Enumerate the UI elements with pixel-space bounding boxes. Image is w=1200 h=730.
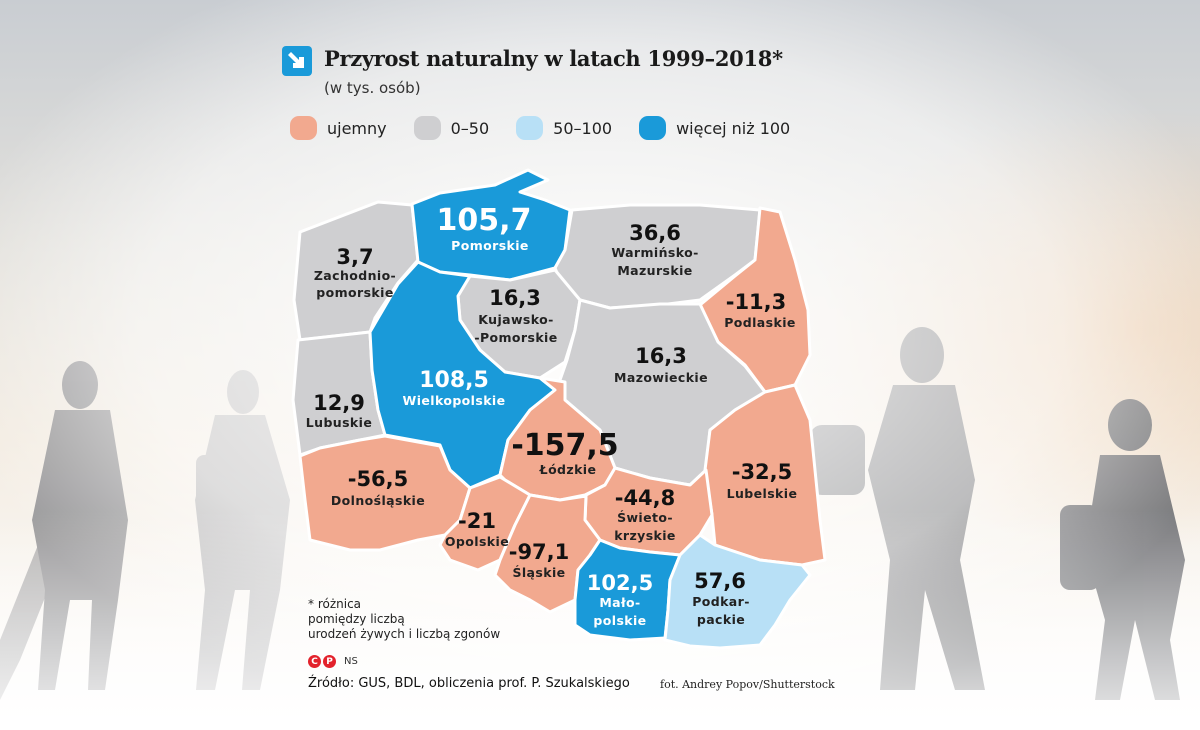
podlaskie-value: -11,3	[726, 290, 787, 314]
podkarpackie-name-1: Podkar-	[692, 594, 750, 609]
region-labels: 105,7 Pomorskie 3,7 Zachodnio- pomorskie…	[306, 203, 798, 628]
opolskie-name: Opolskie	[445, 534, 509, 549]
legend-label: więcej niż 100	[676, 118, 791, 138]
malopolskie-name-2: polskie	[593, 613, 646, 628]
region-lubelskie[interactable]	[703, 383, 827, 567]
zachodniopomorskie-name-1: Zachodnio-	[314, 268, 396, 283]
footnote: * różnica pomiędzy liczbą urodzeń żywych…	[308, 597, 500, 642]
slaskie-name: Śląskie	[512, 565, 565, 580]
region-opolskie[interactable]	[438, 475, 532, 572]
malopolskie-value: 102,5	[587, 571, 653, 595]
source-note: Źródło: GUS, BDL, obliczenia prof. P. Sz…	[308, 676, 630, 691]
podlaskie-name: Podlaskie	[724, 315, 796, 330]
legend-label: ujemny	[327, 118, 387, 138]
legend-swatch	[516, 116, 544, 140]
map-title: Przyrost naturalny w latach 1999–2018*	[324, 46, 783, 71]
title-row: Przyrost naturalny w latach 1999–2018*	[282, 46, 783, 76]
footnote-line: * różnica	[308, 597, 362, 611]
copyright-icon: C	[308, 655, 321, 668]
lubelskie-value: -32,5	[732, 460, 793, 484]
legend-label: 0–50	[450, 118, 490, 138]
region-zachodniopomorskie[interactable]	[292, 200, 420, 342]
legend-item-50-100: 50–100	[516, 116, 639, 140]
region-malopolskie[interactable]	[573, 538, 682, 642]
swietokrzyskie-name-1: Świeto-	[617, 510, 673, 525]
swietokrzyskie-value: -44,8	[615, 486, 676, 510]
legend-swatch	[413, 116, 441, 140]
slaskie-value: -97,1	[509, 540, 570, 564]
map-subtitle: (w tys. osób)	[324, 79, 421, 97]
lubuskie-name: Lubuskie	[306, 415, 372, 430]
legend-item-negative: ujemny	[290, 116, 414, 140]
rights-text: NS	[344, 656, 358, 667]
region-podkarpackie[interactable]	[663, 533, 812, 650]
wielkopolskie-name: Wielkopolskie	[403, 393, 506, 408]
kujawsko-pomorskie-value: 16,3	[489, 286, 541, 310]
pomorskie-name: Pomorskie	[451, 238, 529, 253]
opolskie-value: -21	[458, 509, 496, 533]
warminsko-mazurskie-name-2: Mazurskie	[617, 263, 692, 278]
podkarpackie-value: 57,6	[694, 569, 746, 593]
photo-credit: fot. Andrey Popov/Shutterstock	[660, 678, 835, 691]
wielkopolskie-value: 108,5	[419, 368, 489, 393]
mazowieckie-name: Mazowieckie	[614, 370, 708, 385]
legend-swatch	[290, 116, 317, 140]
podkarpackie-name-2: packie	[697, 612, 745, 627]
warminsko-mazurskie-name-1: Warmińsko-	[611, 245, 698, 260]
legend: ujemny 0–50 50–100 więcej niż 100	[290, 116, 817, 140]
lodzkie-name: Łódzkie	[539, 462, 597, 477]
legend-label: 50–100	[553, 118, 613, 138]
lodzkie-value: -157,5	[511, 428, 618, 463]
kujawsko-pomorskie-name-2: -Pomorskie	[474, 330, 557, 345]
dolnoslaskie-name: Dolnośląskie	[331, 493, 425, 508]
legend-swatch	[639, 116, 667, 140]
warminsko-mazurskie-value: 36,6	[629, 221, 681, 245]
legend-item-over-100: więcej niż 100	[639, 116, 817, 140]
dolnoslaskie-value: -56,5	[348, 467, 409, 491]
malopolskie-name-1: Mało-	[599, 595, 640, 610]
swietokrzyskie-name-2: krzyskie	[614, 528, 676, 543]
footnote-line: urodzeń żywych i liczbą zgonów	[308, 627, 501, 641]
lubuskie-value: 12,9	[313, 391, 365, 415]
rights-row: C P NS	[308, 655, 358, 668]
lubelskie-name: Lubelskie	[727, 486, 798, 501]
kujawsko-pomorskie-name-1: Kujawsko-	[478, 312, 553, 327]
pomorskie-value: 105,7	[437, 203, 532, 238]
mazowieckie-value: 16,3	[635, 344, 687, 368]
zachodniopomorskie-name-2: pomorskie	[316, 285, 393, 300]
footnote-line: pomiędzy liczbą	[308, 612, 405, 626]
diagonal-arrow-icon	[282, 46, 312, 76]
zachodniopomorskie-value: 3,7	[336, 245, 373, 269]
legend-item-0-50: 0–50	[413, 116, 517, 140]
phonogram-icon: P	[323, 655, 336, 668]
